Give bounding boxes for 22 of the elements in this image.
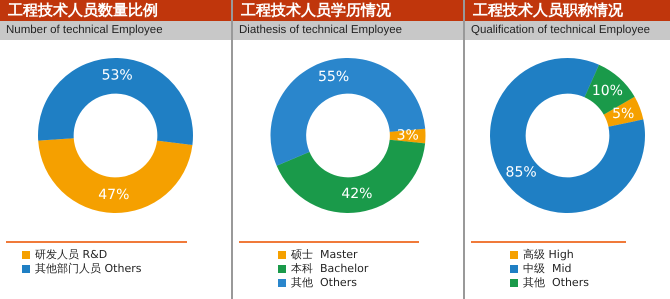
chart-subtitle: Qualification of technical Employee bbox=[465, 21, 670, 40]
data-label: 3% bbox=[396, 128, 419, 144]
legend-label: 其他 Others bbox=[523, 276, 589, 290]
chart-title: 工程技术人员学历情况 bbox=[233, 0, 463, 21]
chart-title: 工程技术人员职称情况 bbox=[465, 0, 670, 21]
legend-label: 其他 Others bbox=[291, 276, 357, 290]
legend-label: 本科 Bachelor bbox=[291, 262, 368, 276]
chart-title: 工程技术人员数量比例 bbox=[0, 0, 231, 21]
data-label: 10% bbox=[592, 82, 623, 99]
legend-label: 中级 Mid bbox=[523, 262, 572, 276]
data-label: 53% bbox=[102, 67, 133, 84]
legend-label: 高级 High bbox=[523, 248, 574, 262]
data-label: 42% bbox=[341, 186, 372, 202]
data-label: 85% bbox=[506, 164, 537, 181]
data-label: 55% bbox=[318, 69, 350, 86]
data-label: 5% bbox=[612, 106, 634, 122]
legend-label: 研发人员 R&D bbox=[35, 248, 108, 262]
chart-subtitle: Diathesis of technical Employee bbox=[233, 21, 463, 40]
data-label: 47% bbox=[98, 186, 130, 203]
legend-label: 硕士 Master bbox=[291, 248, 358, 262]
legend-label: 其他部门人员 Others bbox=[35, 262, 142, 276]
chart-subtitle: Number of technical Employee bbox=[0, 21, 231, 40]
